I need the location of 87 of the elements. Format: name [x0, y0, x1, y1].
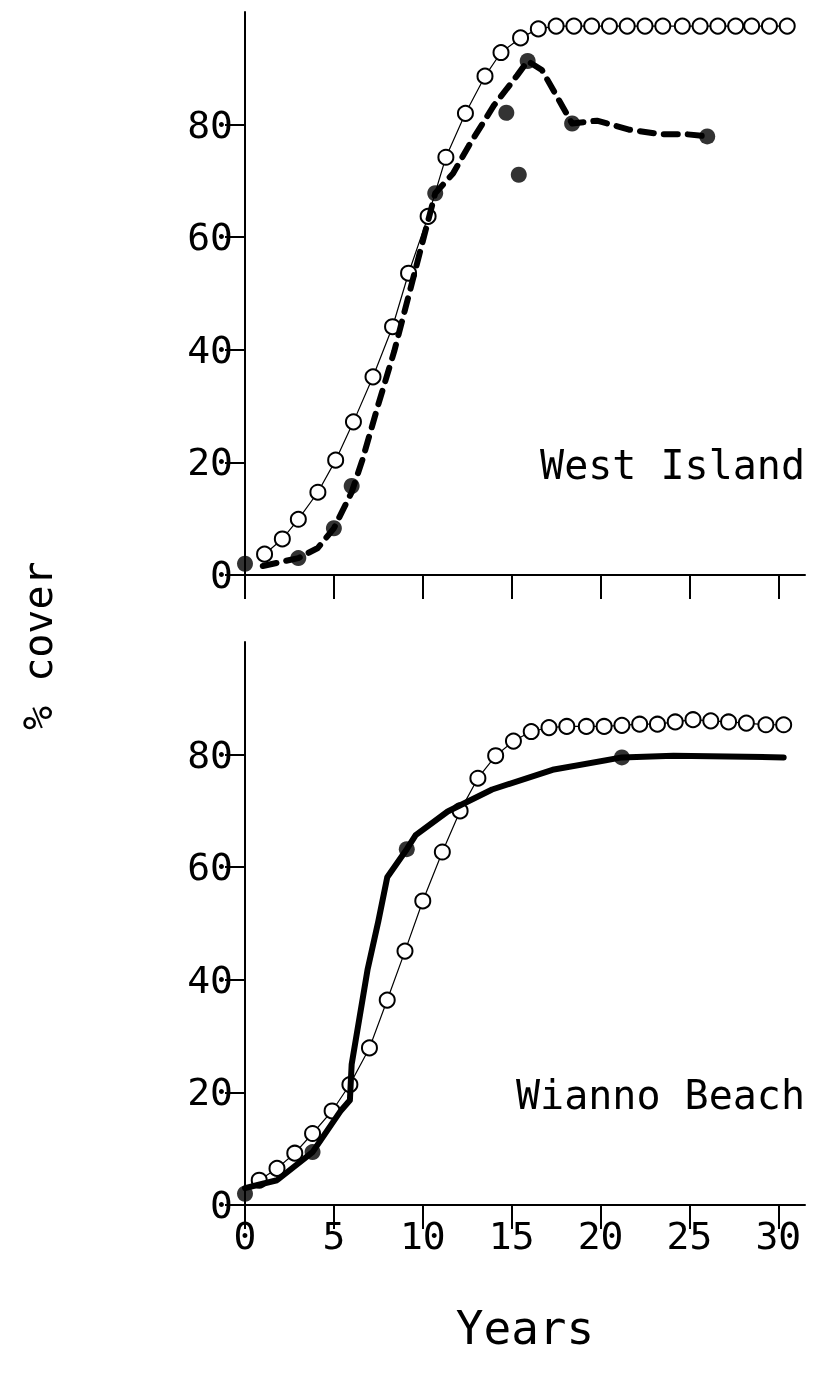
point	[699, 128, 716, 145]
point	[456, 104, 474, 122]
point	[289, 510, 307, 528]
point	[344, 413, 362, 431]
point	[237, 555, 253, 572]
point	[583, 17, 601, 35]
point	[547, 17, 565, 35]
y-tick-label: 0	[210, 553, 233, 597]
y-tick-label: 60	[187, 845, 233, 890]
point	[309, 483, 327, 501]
point	[709, 17, 727, 35]
point	[304, 1125, 322, 1142]
point	[325, 520, 342, 537]
point	[631, 715, 649, 733]
point	[504, 732, 522, 750]
annotation: West Island	[540, 442, 805, 488]
point	[414, 892, 432, 910]
point	[343, 478, 360, 495]
point	[654, 17, 672, 35]
point	[522, 723, 540, 741]
point	[778, 17, 796, 35]
point	[498, 104, 515, 121]
x-tick-label: 10	[399, 1214, 446, 1258]
point	[691, 17, 709, 35]
y-tick-label: 40	[187, 957, 233, 1002]
point	[268, 1159, 286, 1177]
x-tick-label: 25	[666, 1214, 713, 1258]
point	[720, 713, 738, 731]
point	[398, 841, 415, 858]
y-tick-label: 80	[187, 732, 233, 777]
point	[613, 749, 630, 766]
y-tick-label: 40	[187, 327, 233, 372]
point	[565, 17, 583, 35]
point	[595, 717, 613, 735]
point	[727, 17, 745, 35]
point	[636, 17, 654, 35]
y-tick-label: 20	[187, 1070, 233, 1115]
x-tick-label: 15	[488, 1214, 535, 1258]
point	[327, 451, 345, 469]
point	[290, 550, 307, 567]
point	[469, 769, 487, 787]
point	[558, 717, 576, 735]
point	[378, 991, 396, 1009]
point	[433, 843, 451, 861]
x-tick-label: 20	[577, 1214, 624, 1258]
y-tick-label: 0	[210, 1183, 233, 1227]
point	[427, 185, 444, 202]
point	[487, 747, 505, 765]
x-axis-title: Years	[455, 1301, 595, 1355]
point	[396, 942, 414, 960]
point	[510, 166, 527, 183]
point	[360, 1039, 378, 1057]
point	[529, 20, 547, 38]
point	[702, 712, 720, 730]
point	[743, 17, 761, 35]
point	[648, 715, 666, 733]
point	[737, 714, 755, 732]
point	[512, 29, 530, 47]
x-tick-label: 5	[322, 1214, 346, 1258]
point	[437, 148, 455, 166]
x-tick-label: 30	[755, 1214, 802, 1258]
point	[618, 17, 636, 35]
point	[256, 545, 274, 563]
point	[564, 115, 581, 132]
point	[760, 17, 778, 35]
point	[613, 716, 631, 734]
point	[273, 530, 291, 548]
point	[600, 17, 618, 35]
point	[673, 17, 691, 35]
point	[364, 368, 382, 386]
annotation: Wianno Beach	[516, 1072, 805, 1118]
point	[304, 1144, 321, 1161]
point	[519, 52, 536, 69]
point	[492, 44, 510, 62]
point	[540, 719, 558, 737]
y-tick-label: 20	[187, 440, 233, 485]
point	[684, 711, 702, 729]
point	[286, 1144, 304, 1162]
y-axis-title: % cover	[15, 561, 61, 730]
point	[476, 67, 494, 85]
point	[237, 1185, 253, 1202]
point	[666, 713, 684, 731]
point	[757, 716, 775, 734]
y-tick-label: 60	[187, 215, 233, 260]
point	[775, 716, 793, 734]
y-tick-label: 80	[187, 102, 233, 147]
point	[577, 717, 595, 735]
